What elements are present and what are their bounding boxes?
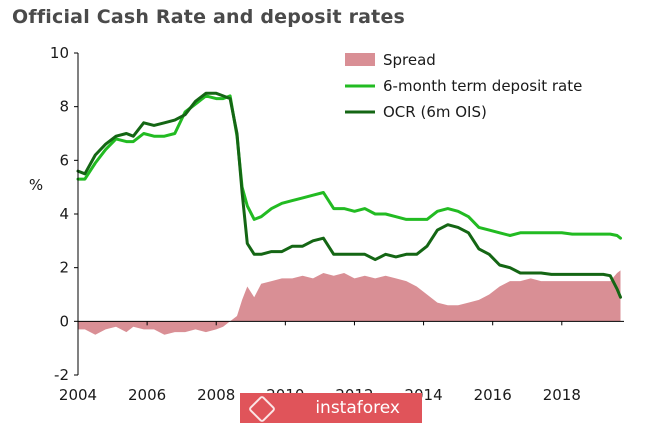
x-tick-label: 2006 <box>128 386 166 404</box>
x-tick-label: 2018 <box>543 386 581 404</box>
y-tick-label: 10 <box>50 44 69 62</box>
x-tick-label: 2008 <box>197 386 235 404</box>
y-tick-label: 2 <box>59 259 69 277</box>
legend-label-spread: Spread <box>383 51 436 69</box>
y-axis-label: % <box>29 176 43 194</box>
series-spread-area <box>78 270 621 335</box>
y-tick-label: 8 <box>59 98 69 116</box>
x-tick-label: 2004 <box>59 386 97 404</box>
legend-label-ocr-6m-ois: OCR (6m OIS) <box>383 103 487 121</box>
instaforex-logo-icon <box>247 394 277 424</box>
y-tick-label: 0 <box>59 312 69 330</box>
legend-swatch-spread <box>345 53 375 66</box>
instaforex-watermark: instaforex <box>240 393 422 424</box>
watermark-text: instaforex <box>315 398 400 418</box>
y-tick-label: 6 <box>59 151 69 169</box>
x-tick-label: 2016 <box>474 386 512 404</box>
y-tick-label: -2 <box>54 366 69 384</box>
series-6-month-term-deposit-rate-line <box>76 94 622 240</box>
chart-title: Official Cash Rate and deposit rates <box>12 6 406 28</box>
series-ocr-6m-ois-line <box>76 91 622 299</box>
legend-label-6-month-term-deposit-rate: 6-month term deposit rate <box>383 77 582 95</box>
y-tick-label: 4 <box>59 205 69 223</box>
